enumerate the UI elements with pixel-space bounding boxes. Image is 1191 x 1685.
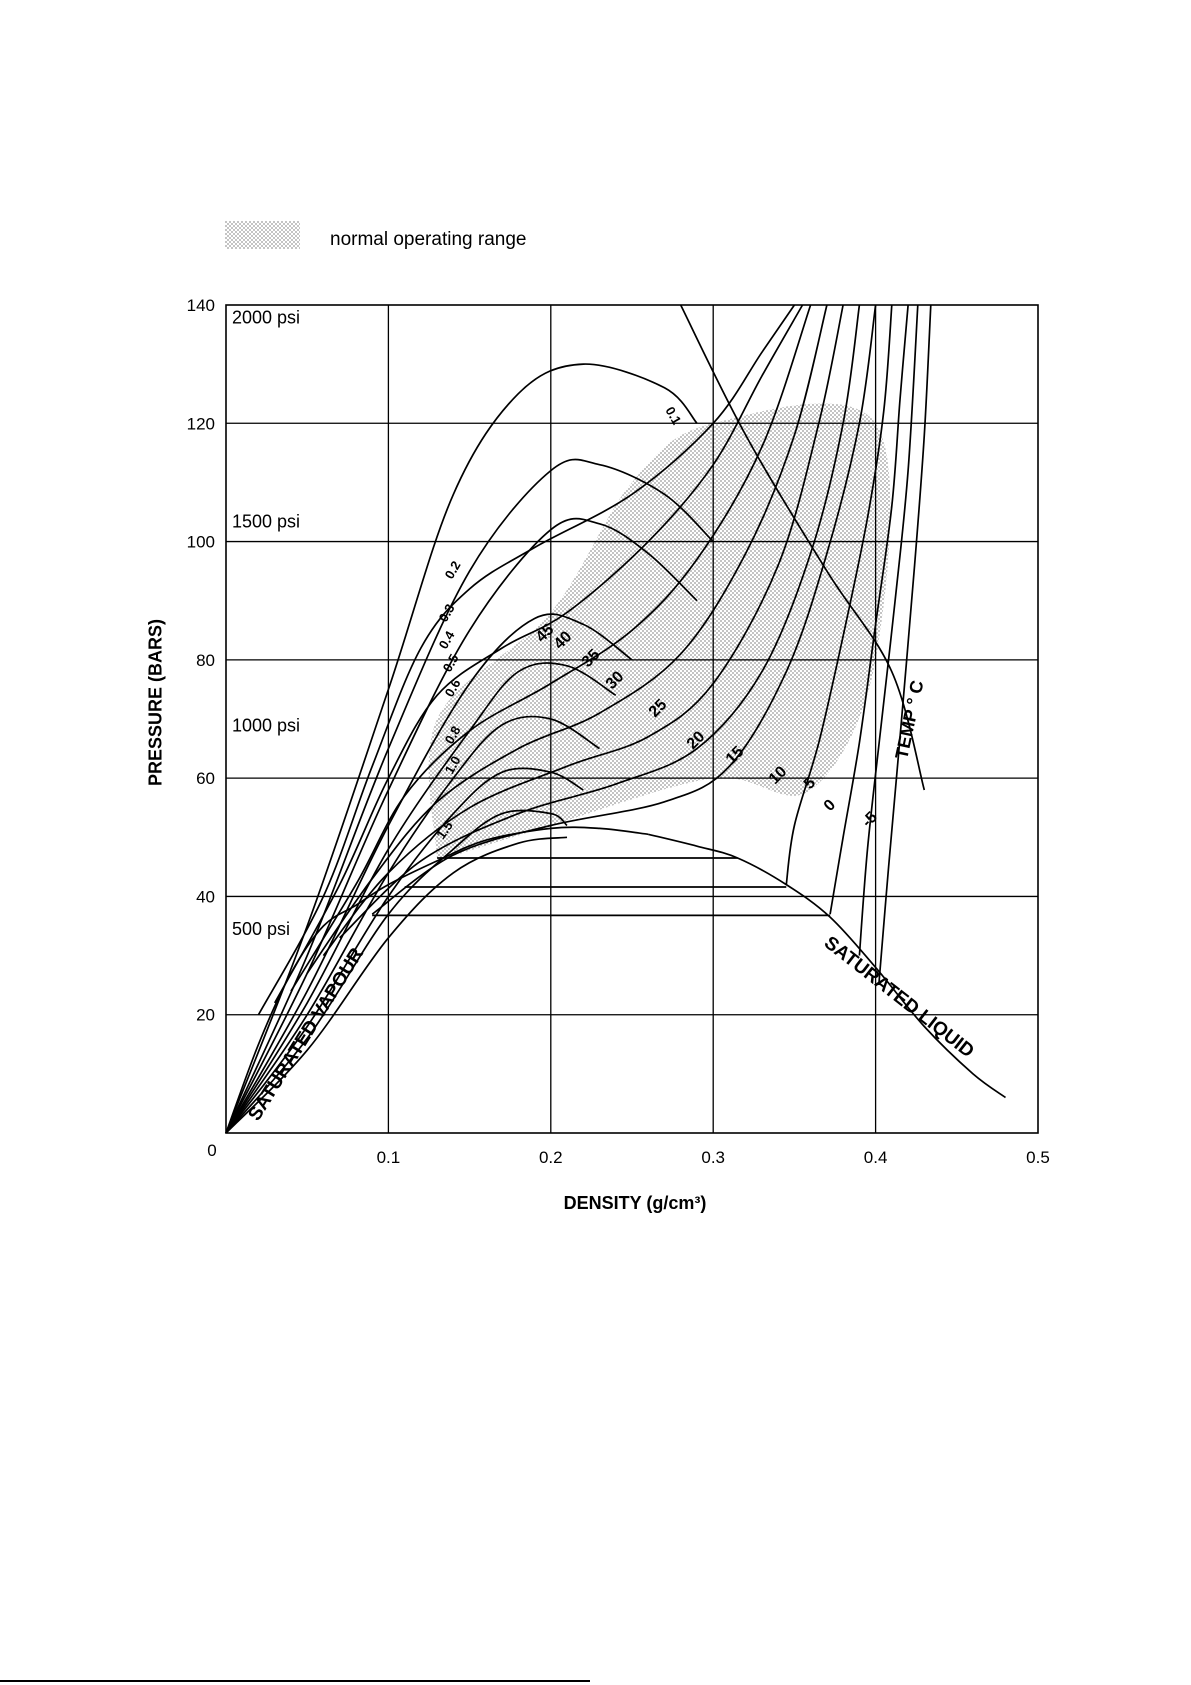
isotherm-5: [829, 304, 909, 915]
enthalpy-label: 0.5: [440, 651, 462, 674]
psi-label: 1500 psi: [232, 511, 300, 531]
y-tick-label: 120: [187, 414, 215, 433]
y-tick-label: 60: [196, 769, 215, 788]
enthalpy-line-1.5: [225, 836, 568, 1134]
isotherm-35: [290, 304, 812, 992]
temp-axis-label: TEMP ° C: [891, 679, 927, 761]
enthalpy-line-0.3: [225, 517, 698, 1134]
isotherm-label: 0: [821, 796, 839, 814]
chart-curves: [225, 304, 1006, 1134]
isotherm-40: [273, 304, 804, 1004]
enthalpy-label: 0.2: [442, 558, 464, 581]
enthalpy-line-0.1: [225, 363, 698, 1134]
isotherm-label: -5: [859, 809, 881, 831]
isotherm-0: [858, 304, 919, 956]
legend-swatch: [225, 221, 300, 249]
y-tick-label: 140: [187, 296, 215, 315]
x-axis-title: DENSITY (g/cm³): [563, 1193, 707, 1213]
psi-label: 2000 psi: [232, 307, 300, 327]
footer-rule: [0, 1680, 590, 1682]
saturated-liquid-curve: [647, 833, 1006, 1099]
isotherm-30: [306, 304, 828, 974]
y-tick-label: 80: [196, 651, 215, 670]
isotherm-25: [322, 304, 844, 957]
isotherm--5: [877, 304, 932, 986]
axis-ticks: 0.1 0.2 0.3 0.4 0.5 0 20 40 60 80 100 120 140: [187, 296, 1050, 1167]
enthalpy-line-0.2: [225, 458, 714, 1134]
x-tick-label: 0.5: [1026, 1148, 1050, 1167]
enthalpy-line-0.8: [225, 767, 584, 1134]
operating-range-fill: [428, 403, 891, 861]
y-tick-label: 20: [196, 1006, 215, 1025]
y-axis-title: PRESSURE (BARS): [145, 618, 166, 787]
origin-tick-label: 0: [207, 1141, 216, 1160]
x-tick-label: 0.4: [864, 1148, 888, 1167]
enthalpy-line-1.0: [225, 809, 568, 1134]
isotherm-20: [339, 304, 861, 939]
y-tick-label: 40: [196, 887, 215, 906]
enthalpy-line-0.4: [225, 613, 633, 1134]
saturated-liquid-label: SATURATED LIQUID: [820, 932, 978, 1062]
isotherm-10: [785, 304, 893, 885]
x-tick-label: 0.3: [701, 1148, 725, 1167]
psi-label: 500 psi: [232, 919, 290, 939]
legend-label: normal operating range: [330, 229, 527, 250]
y-tick-label: 100: [187, 533, 215, 552]
x-tick-label: 0.1: [377, 1148, 401, 1167]
operating-range-area: [428, 403, 891, 861]
isotherm-15: [371, 304, 877, 915]
isotherm-45: [257, 304, 796, 1016]
saturated-vapour-curve: [225, 826, 649, 1134]
x-tick-label: 0.2: [539, 1148, 563, 1167]
temp-line: [679, 304, 926, 791]
psi-label: 1000 psi: [232, 716, 300, 736]
enthalpy-line-0.6: [225, 715, 600, 1134]
enthalpy-line-0.5: [225, 662, 617, 1134]
plot-frame: [225, 304, 1039, 1134]
